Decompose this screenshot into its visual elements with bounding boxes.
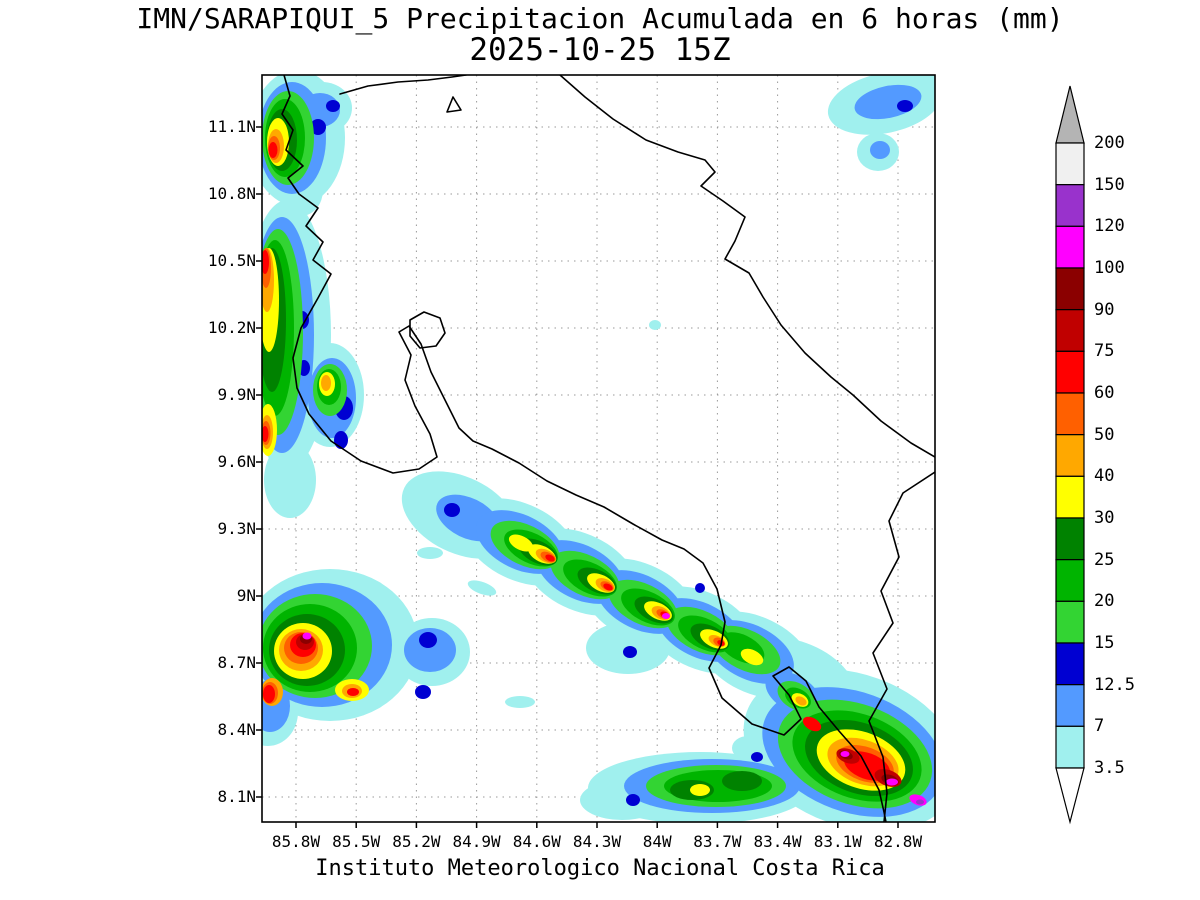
colorbar-segment (1055, 225, 1085, 269)
colorbar-segment (1055, 725, 1085, 769)
grid-layer (262, 75, 935, 822)
precipitation-field (262, 75, 935, 822)
caribbean-coastline (559, 75, 935, 458)
panama-border-line (868, 471, 935, 822)
chart-title: IMN/SARAPIQUI_5 Precipitacion Acumulada … (136, 2, 1064, 35)
colorbar (1055, 85, 1085, 825)
colorbar-arrow-top (1055, 85, 1085, 144)
lake-nicaragua-shore (339, 75, 467, 95)
precip-level-120mm (916, 799, 924, 805)
colorbar-arrow-bottom (1055, 767, 1085, 825)
colorbar-segment (1055, 392, 1085, 436)
plot-border (261, 74, 936, 823)
colorbar-segment (1055, 684, 1085, 727)
colorbar-segment (1055, 517, 1085, 561)
colorbar-segment (1055, 475, 1085, 519)
gulf-of-nicoya-island (409, 311, 446, 349)
chart-valid-time: 2025-10-25 15Z (469, 32, 731, 68)
colorbar-segment (1055, 350, 1085, 394)
colorbar-segment (1055, 267, 1085, 311)
lake-island (446, 96, 462, 113)
pacific-coastline (281, 75, 887, 822)
colorbar-segment (1055, 642, 1085, 686)
colorbar-segment (1055, 600, 1085, 644)
colorbar-segment (1055, 559, 1085, 602)
footer-institution: Instituto Meteorologico Nacional Costa R… (315, 856, 885, 881)
colorbar-segment (1055, 142, 1085, 186)
colorbar-segment (1055, 309, 1085, 352)
colorbar-segment (1055, 434, 1085, 477)
axis-ticks (256, 126, 899, 828)
coastline-layer (281, 75, 935, 822)
colorbar-segment (1055, 184, 1085, 227)
